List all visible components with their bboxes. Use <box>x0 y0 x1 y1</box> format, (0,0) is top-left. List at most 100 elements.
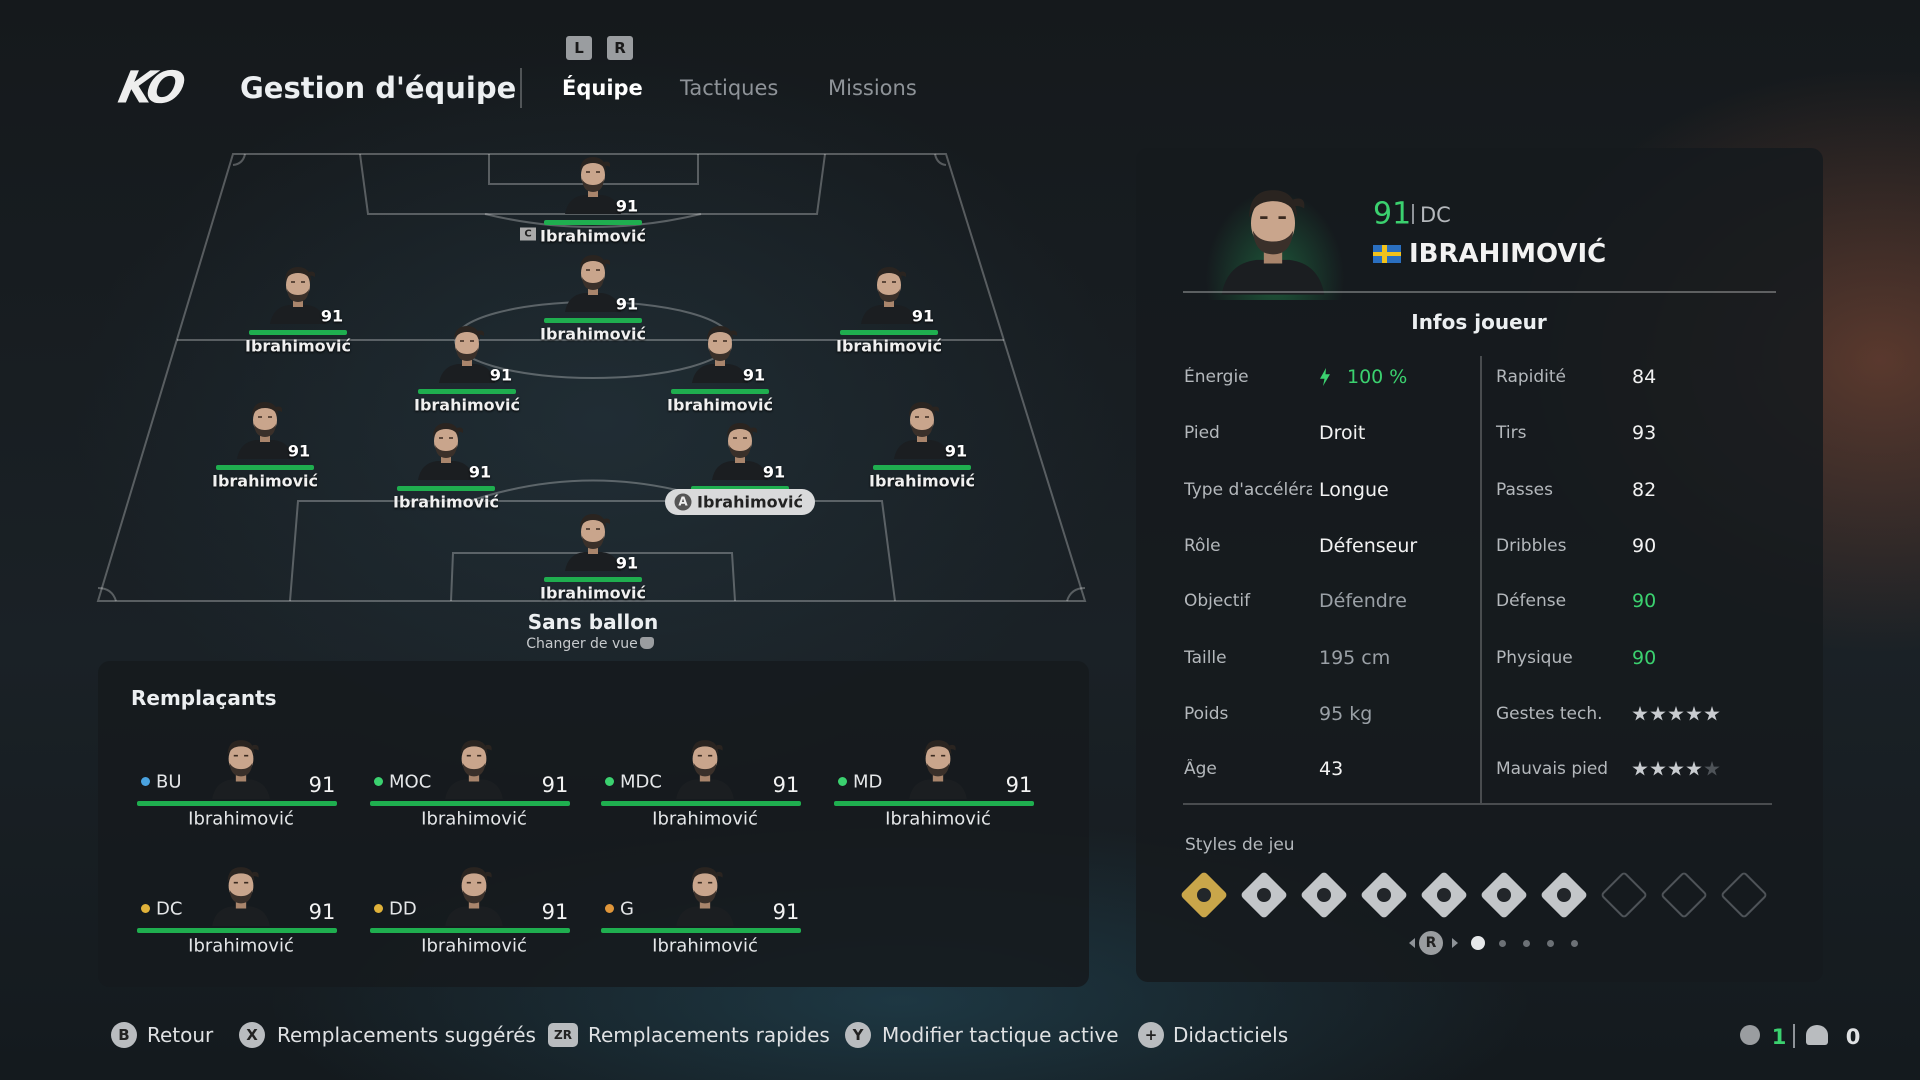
rating-divider <box>1412 204 1414 224</box>
player-name: Ibrahimović <box>539 324 647 344</box>
player-rating: 91 <box>911 306 935 326</box>
portrait-part <box>692 364 748 384</box>
logo: KO <box>114 62 186 114</box>
portrait-part <box>949 744 956 751</box>
corner-arcs <box>97 153 1086 602</box>
stat-value: 82 <box>1632 479 1657 501</box>
action-label[interactable]: Retour <box>147 1023 214 1047</box>
divider <box>1480 356 1482 803</box>
player-rating: 91 <box>615 553 639 573</box>
sub-name[interactable]: Ibrahimović <box>652 808 758 830</box>
portrait-part <box>729 445 751 459</box>
tab[interactable]: Équipe <box>562 76 643 100</box>
portrait-part <box>229 889 253 904</box>
sub-rating: 91 <box>308 773 336 797</box>
sub-name[interactable]: Ibrahimović <box>421 808 527 830</box>
sub-rating: 91 <box>541 773 569 797</box>
pager-arrow <box>1404 938 1415 948</box>
portrait-part <box>461 870 487 902</box>
portrait-part <box>455 329 479 360</box>
pager-dot <box>1570 939 1578 947</box>
portrait-part <box>909 739 967 799</box>
portrait-part <box>604 259 611 266</box>
info-label: Poids <box>1184 704 1229 724</box>
tab[interactable]: Tactiques <box>680 76 779 100</box>
player-portrait <box>674 732 736 800</box>
player-rating: 91 <box>615 294 639 314</box>
action-label[interactable]: Didacticiels <box>1173 1023 1289 1047</box>
stat-label: Rapidité <box>1496 367 1567 387</box>
sub-name[interactable]: Ibrahimović <box>652 935 758 957</box>
energy-bar <box>671 389 769 394</box>
divider <box>1183 291 1776 293</box>
player-portrait <box>1218 177 1328 295</box>
stick-icon <box>640 637 654 649</box>
info-value: 195 cm <box>1319 647 1391 669</box>
position-dot <box>838 777 847 786</box>
portrait-part <box>580 255 606 271</box>
panel-name: IBRAHIMOVIĆ <box>1409 239 1607 269</box>
stat-label: Passes <box>1496 480 1553 500</box>
panel-position: DC <box>1420 203 1451 227</box>
info-value: 100 % <box>1347 366 1408 388</box>
portrait-part <box>712 423 768 481</box>
info-value: Droit <box>1319 422 1366 444</box>
player-rating: 91 <box>468 462 492 482</box>
portrait-part <box>692 870 718 902</box>
portrait-part <box>876 267 902 283</box>
view-hint: Changer de vue <box>526 636 638 652</box>
energy-bar <box>840 330 938 335</box>
pager-key: R <box>1419 931 1443 955</box>
portrait-part <box>691 739 719 756</box>
player-portrait <box>268 259 328 325</box>
portrait-part <box>227 866 255 883</box>
playstyle-glyph <box>1197 888 1211 902</box>
sub-name[interactable]: Ibrahimović <box>188 808 294 830</box>
energy-bar <box>418 389 516 394</box>
portrait-part <box>604 161 611 168</box>
button-key: B <box>111 1022 137 1048</box>
stat-label: Dribbles <box>1496 536 1567 556</box>
energy-bar <box>873 465 971 470</box>
portrait-part <box>1221 189 1325 295</box>
portrait-part <box>434 426 458 457</box>
portrait-part <box>445 906 503 926</box>
portrait-part <box>462 762 486 777</box>
player-name: Ibrahimović <box>244 336 352 356</box>
pager-arrow <box>1452 938 1463 948</box>
portrait-part <box>445 866 503 926</box>
portrait-part <box>604 518 611 525</box>
player-name: Ibrahimović <box>539 226 647 246</box>
player-name: Ibrahimović <box>413 395 521 415</box>
energy-bar <box>249 330 347 335</box>
action-label[interactable]: Remplacements rapides <box>588 1023 830 1047</box>
sub-name[interactable]: Ibrahimović <box>885 808 991 830</box>
player-portrait <box>710 415 770 481</box>
button-key: ZR <box>548 1023 578 1047</box>
player-portrait <box>235 394 295 460</box>
page-title: Gestion d'équipe <box>240 71 517 105</box>
portrait-part <box>212 739 270 799</box>
player-portrait <box>443 859 505 927</box>
playstyle-glyph <box>1317 888 1331 902</box>
portrait-part <box>894 440 950 460</box>
sub-name[interactable]: Ibrahimović <box>188 935 294 957</box>
portrait-part <box>894 402 950 460</box>
button-key: A <box>674 493 692 511</box>
info-label: Rôle <box>1184 536 1221 556</box>
action-label[interactable]: Remplacements suggérés <box>277 1023 536 1047</box>
energy-bar <box>216 465 314 470</box>
energy-bar <box>137 928 337 933</box>
playstyle-glyph <box>1497 888 1511 902</box>
portrait-part <box>227 739 255 756</box>
tab[interactable]: Missions <box>828 76 917 100</box>
portrait-part <box>457 427 464 434</box>
sub-name[interactable]: Ibrahimović <box>421 935 527 957</box>
portrait-part <box>676 866 734 926</box>
divider <box>1183 803 1772 805</box>
action-label[interactable]: Modifier tactique active <box>882 1023 1119 1047</box>
sub-position: MD <box>853 771 883 793</box>
energy-bar <box>544 318 642 323</box>
